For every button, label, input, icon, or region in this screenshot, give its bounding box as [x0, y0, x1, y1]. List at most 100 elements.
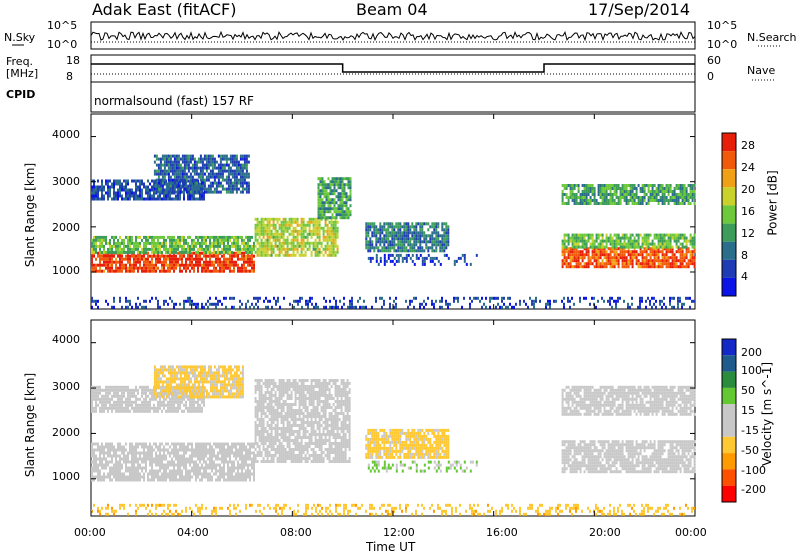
- scatter-cell: [649, 199, 652, 202]
- scatter-cell: [211, 448, 213, 452]
- scatter-cell: [371, 305, 373, 309]
- scatter-cell: [221, 460, 223, 464]
- scatter-cell: [623, 199, 626, 202]
- scatter-cell: [605, 199, 608, 202]
- scatter-cell: [113, 182, 115, 186]
- scatter-cell: [321, 192, 324, 196]
- scatter-cell: [601, 253, 604, 257]
- scatter-cell: [221, 254, 223, 258]
- scatter-cell: [241, 478, 243, 482]
- scatter-cell: [187, 263, 189, 267]
- scatter-cell: [213, 250, 215, 254]
- scatter-cell: [615, 247, 618, 251]
- scatter-cell: [633, 253, 636, 257]
- scatter-cell: [189, 178, 192, 182]
- scatter-cell: [323, 216, 326, 220]
- scatter-cell: [215, 257, 217, 261]
- scatter-cell: [377, 249, 380, 253]
- scatter-cell: [163, 448, 165, 452]
- scatter-cell: [314, 226, 317, 230]
- scatter-cell: [161, 475, 163, 479]
- scatter-cell: [239, 172, 242, 176]
- scatter-cell: [633, 184, 636, 187]
- scatter-cell: [333, 305, 335, 309]
- scatter-cell: [443, 249, 446, 253]
- scatter-cell: [205, 454, 207, 458]
- scatter-cell: [223, 466, 225, 470]
- scatter-cell: [209, 478, 211, 482]
- scatter-cell: [284, 241, 287, 245]
- scatter-cell: [393, 243, 396, 247]
- scatter-cell: [613, 190, 616, 193]
- scatter-cell: [321, 186, 324, 190]
- scatter-cell: [121, 263, 123, 267]
- scatter-cell: [247, 448, 249, 452]
- scatter-cell: [605, 196, 608, 199]
- scatter-cell: [153, 263, 155, 267]
- scatter-cell: [133, 463, 135, 467]
- scatter-cell: [243, 157, 246, 161]
- scatter-cell: [165, 238, 167, 242]
- scatter-cell: [155, 250, 157, 254]
- scatter-cell: [161, 197, 163, 201]
- scatter-cell: [151, 197, 153, 201]
- scatter-cell: [659, 245, 662, 249]
- scatter-cell: [587, 239, 590, 243]
- scatter-cell: [335, 201, 338, 205]
- scatter-cell: [195, 469, 197, 473]
- scatter-cell: [249, 445, 251, 449]
- scatter-cell: [300, 253, 303, 257]
- scatter-cell: [609, 242, 612, 246]
- scatter-cell: [113, 250, 115, 254]
- scatter-cell: [193, 269, 195, 273]
- scatter-cell: [565, 245, 568, 249]
- scatter-cell: [101, 269, 103, 273]
- scatter-cell: [153, 475, 155, 479]
- scatter-cell: [591, 250, 594, 254]
- scatter-cell: [191, 254, 193, 258]
- scatter-cell: [607, 256, 610, 260]
- scatter-cell: [153, 266, 155, 270]
- scatter-cell: [175, 266, 177, 270]
- scatter-cell: [264, 217, 267, 221]
- scatter-cell: [223, 263, 225, 267]
- scatter-cell: [143, 266, 145, 270]
- scatter-cell: [567, 296, 569, 300]
- scatter-cell: [257, 305, 259, 309]
- scatter-cell: [123, 188, 125, 192]
- scatter-cell: [155, 269, 157, 273]
- scatter-cell: [343, 216, 346, 220]
- scatter-cell: [155, 296, 157, 300]
- scatter-cell: [359, 296, 361, 300]
- scatter-cell: [691, 190, 694, 193]
- scatter-cell: [569, 262, 572, 266]
- scatter-cell: [347, 207, 350, 211]
- scatter-cell: [105, 250, 107, 254]
- scatter-cell: [288, 217, 291, 221]
- scatter-cell: [189, 472, 191, 476]
- scatter-cell: [603, 245, 606, 249]
- scatter-cell: [219, 475, 221, 479]
- scatter-cell: [489, 305, 491, 309]
- scatter-cell: [333, 207, 336, 211]
- scatter-cell: [181, 442, 183, 446]
- scatter-cell: [157, 448, 159, 452]
- scatter-cell: [241, 266, 243, 270]
- scatter-cell: [107, 451, 109, 455]
- scatter-cell: [319, 213, 322, 217]
- scatter-cell: [235, 154, 238, 158]
- scatter-cell: [227, 238, 229, 242]
- scatter-cell: [213, 466, 215, 470]
- scatter-cell: [209, 181, 212, 185]
- scatter-cell: [589, 302, 591, 306]
- scatter-cell: [413, 225, 416, 229]
- scatter-cell: [91, 247, 93, 251]
- scatter-cell: [153, 460, 155, 464]
- scatter-cell: [583, 236, 586, 240]
- scatter-cell: [667, 265, 670, 269]
- scatter-cell: [433, 243, 436, 247]
- scatter-cell: [153, 197, 155, 201]
- scatter-cell: [185, 241, 187, 245]
- scatter-cell: [211, 160, 214, 164]
- scatter-cell: [141, 451, 143, 455]
